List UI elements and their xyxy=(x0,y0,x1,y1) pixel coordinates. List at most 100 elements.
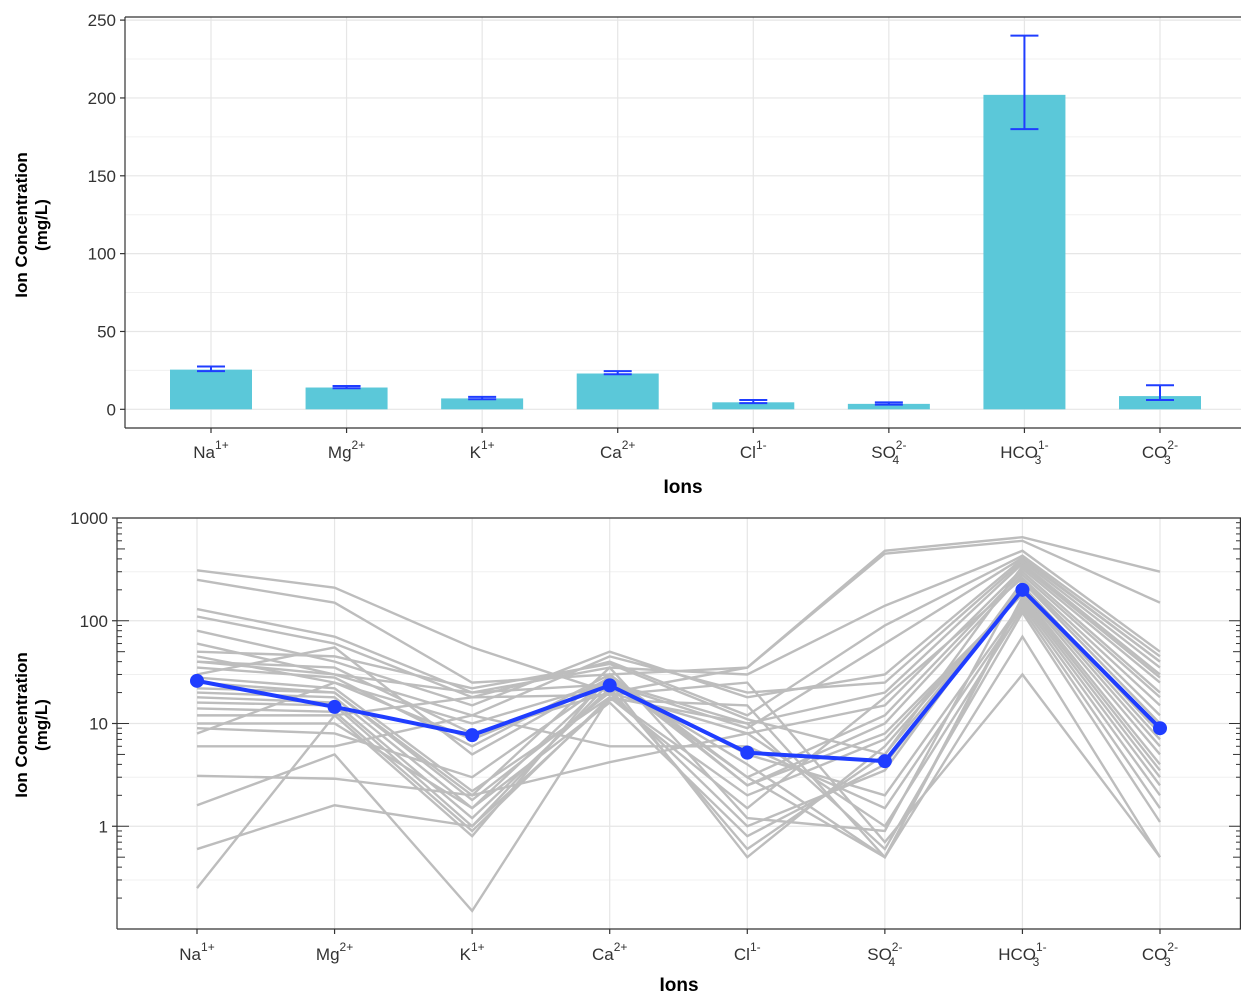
x-tick-label-sup: 2- xyxy=(892,940,903,954)
sample-line xyxy=(196,610,1162,913)
x-tick-label-sub: 3 xyxy=(1164,453,1171,467)
y-tick-label: 50 xyxy=(97,322,116,341)
x-tick-label: Ca2+ xyxy=(600,438,635,462)
sample-line xyxy=(196,536,1161,694)
x-tick-label-sub: 4 xyxy=(892,453,899,467)
mean-point xyxy=(465,728,480,743)
sample-line xyxy=(196,564,1161,756)
sample-line xyxy=(196,556,1161,730)
x-tick-label: Cl1- xyxy=(740,438,767,462)
x-tick-label-base: Ca xyxy=(592,945,614,964)
y-tick-label: 200 xyxy=(88,89,116,108)
x-tick-label-base: HCO xyxy=(1000,443,1038,462)
y-tick-label: 250 xyxy=(88,11,116,30)
mean-point xyxy=(877,754,892,769)
x-tick-label-sub: 3 xyxy=(1035,453,1042,467)
y-tick-label: 1000 xyxy=(70,509,108,528)
x-tick-label-base: Na xyxy=(193,443,215,462)
y-axis-title-line-0: Ion Concentration xyxy=(12,652,31,797)
mean-line xyxy=(196,586,1162,764)
x-tick-label-sup: 1+ xyxy=(481,438,495,452)
mean-point xyxy=(1015,582,1030,597)
x-tick-label-sub: 3 xyxy=(1033,955,1040,969)
x-tick-label-sup: 1- xyxy=(756,438,767,452)
bar xyxy=(441,398,524,410)
x-axis-title: Ions xyxy=(659,975,698,996)
bar xyxy=(712,402,795,410)
mean-point xyxy=(602,678,617,693)
x-tick-label: Na1+ xyxy=(179,940,214,964)
bar xyxy=(983,94,1066,410)
x-tick-label-sup: 1+ xyxy=(471,940,485,954)
y-axis-title: Ion Concentration(mg/L) xyxy=(12,652,51,797)
x-tick-label-base: Na xyxy=(179,945,201,964)
bar xyxy=(847,403,930,410)
mean-point xyxy=(1153,721,1167,736)
bar xyxy=(305,387,388,410)
sample-line xyxy=(197,603,1161,810)
x-tick-label-base: Ca xyxy=(600,443,622,462)
x-tick-label-sup: 2- xyxy=(1167,438,1178,452)
bar xyxy=(576,373,659,410)
x-axis-title: Ions xyxy=(663,477,702,498)
x-tick-label: CO2-3 xyxy=(1142,438,1178,467)
x-tick-label-sup: 1- xyxy=(1038,438,1049,452)
x-tick-label: SO2-4 xyxy=(871,438,906,467)
sample-line xyxy=(196,559,1161,717)
x-tick-label-base: K xyxy=(460,945,472,964)
x-tick-label-base: Cl xyxy=(734,945,750,964)
y-tick-label: 100 xyxy=(88,245,116,264)
x-tick-label: HCO1-3 xyxy=(1000,438,1048,467)
x-tick-label: Cl1- xyxy=(734,940,761,964)
mean-point xyxy=(190,673,204,688)
x-tick-label: SO2-4 xyxy=(867,940,902,969)
y-tick-label: 10 xyxy=(89,715,108,734)
sample-line xyxy=(196,549,1161,694)
mean-point xyxy=(740,745,755,760)
y-tick-label: 100 xyxy=(80,612,108,631)
x-tick-label: CO2-3 xyxy=(1142,940,1178,969)
x-tick-label: Ca2+ xyxy=(592,940,627,964)
x-tick-label-base: K xyxy=(470,443,482,462)
x-tick-label: K1+ xyxy=(460,940,485,964)
y-axis-title: Ion Concentration(mg/L) xyxy=(12,152,51,297)
x-tick-label: Na1+ xyxy=(193,438,228,462)
x-tick-label-base: Cl xyxy=(740,443,756,462)
x-tick-label: Mg2+ xyxy=(316,940,353,964)
x-tick-label-base: SO xyxy=(867,945,892,964)
x-tick-label-sub: 3 xyxy=(1164,955,1171,969)
x-tick-label-sup: 1+ xyxy=(201,940,215,954)
y-axis-title-line-1: (mg/L) xyxy=(32,699,51,751)
x-tick-label-sup: 1- xyxy=(1036,940,1047,954)
x-tick-label-base: HCO xyxy=(998,945,1036,964)
x-tick-label-sup: 1- xyxy=(750,940,761,954)
bar xyxy=(1119,396,1201,410)
x-tick-label-sup: 2+ xyxy=(340,940,354,954)
x-tick-label-sup: 2- xyxy=(1167,940,1178,954)
x-tick-label-base: CO xyxy=(1142,945,1168,964)
x-tick-label-sup: 2+ xyxy=(352,438,366,452)
x-tick-label-sub: 4 xyxy=(888,955,895,969)
x-tick-label: K1+ xyxy=(470,438,495,462)
y-tick-label: 150 xyxy=(88,167,116,186)
x-tick-label-sup: 2- xyxy=(896,438,907,452)
y-tick-label: 1 xyxy=(99,817,108,836)
plot-background xyxy=(125,17,1241,428)
x-tick-label: HCO1-3 xyxy=(998,940,1046,969)
x-tick-label-base: Mg xyxy=(316,945,340,964)
x-tick-label-base: Mg xyxy=(328,443,352,462)
x-tick-label: Mg2+ xyxy=(328,438,365,462)
bar xyxy=(170,369,252,410)
y-axis-title-line-1: (mg/L) xyxy=(32,199,51,251)
x-tick-label-sup: 1+ xyxy=(215,438,229,452)
x-tick-label-sup: 2+ xyxy=(614,940,628,954)
y-tick-label: 0 xyxy=(107,400,116,419)
mean-point xyxy=(327,699,342,714)
x-tick-label-sup: 2+ xyxy=(622,438,636,452)
x-tick-label-base: CO xyxy=(1142,443,1168,462)
x-tick-label-base: SO xyxy=(871,443,896,462)
y-axis-title-line-0: Ion Concentration xyxy=(12,152,31,297)
